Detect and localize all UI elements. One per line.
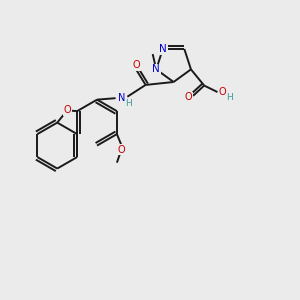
Text: O: O — [63, 105, 71, 116]
Text: N: N — [159, 44, 167, 54]
Text: N: N — [118, 93, 126, 103]
Text: N: N — [152, 64, 160, 74]
Text: O: O — [219, 87, 226, 97]
Text: H: H — [125, 99, 132, 108]
Text: O: O — [118, 145, 125, 155]
Text: O: O — [132, 61, 140, 70]
Text: O: O — [184, 92, 192, 102]
Text: H: H — [226, 93, 233, 102]
